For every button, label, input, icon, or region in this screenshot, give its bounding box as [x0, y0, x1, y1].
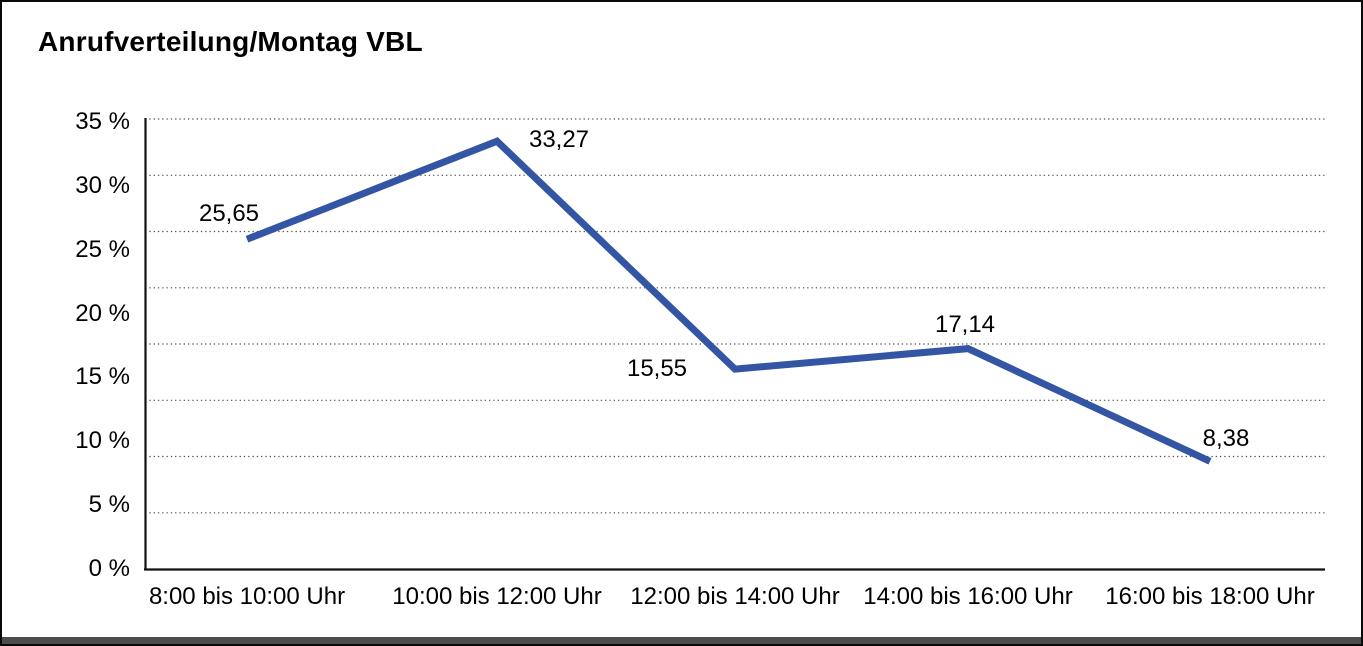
- data-label: 17,14: [934, 310, 996, 338]
- y-tick-label: 20 %: [75, 299, 130, 327]
- y-tick-label: 30 %: [75, 171, 130, 199]
- data-label: 33,27: [528, 126, 590, 154]
- y-tick-label: 25 %: [75, 235, 130, 263]
- y-tick-label: 35 %: [75, 108, 130, 135]
- gridlines: [145, 118, 1325, 514]
- y-tick-label: 0 %: [88, 555, 130, 582]
- data-label: 8,38: [1202, 425, 1250, 453]
- x-tick-label: 12:00 bis 14:00 Uhr: [630, 583, 840, 610]
- x-tick-label: 10:00 bis 12:00 Uhr: [392, 583, 602, 610]
- x-tick-label: 16:00 bis 18:00 Uhr: [1105, 583, 1315, 610]
- data-label: 15,55: [626, 355, 688, 383]
- window-bottom-edge: [2, 637, 1361, 644]
- y-tick-label: 10 %: [75, 427, 130, 455]
- axes: [144, 118, 1325, 571]
- y-tick-label: 5 %: [88, 491, 130, 519]
- x-tick-label: 14:00 bis 16:00 Uhr: [863, 583, 1073, 610]
- y-tick-label: 15 %: [75, 363, 130, 391]
- data-series-line: [245, 137, 1212, 465]
- chart-title: Anrufverteilung/Montag VBL: [38, 26, 423, 57]
- x-tick-label: 8:00 bis 10:00 Uhr: [148, 583, 346, 610]
- data-label: 25,65: [198, 200, 260, 228]
